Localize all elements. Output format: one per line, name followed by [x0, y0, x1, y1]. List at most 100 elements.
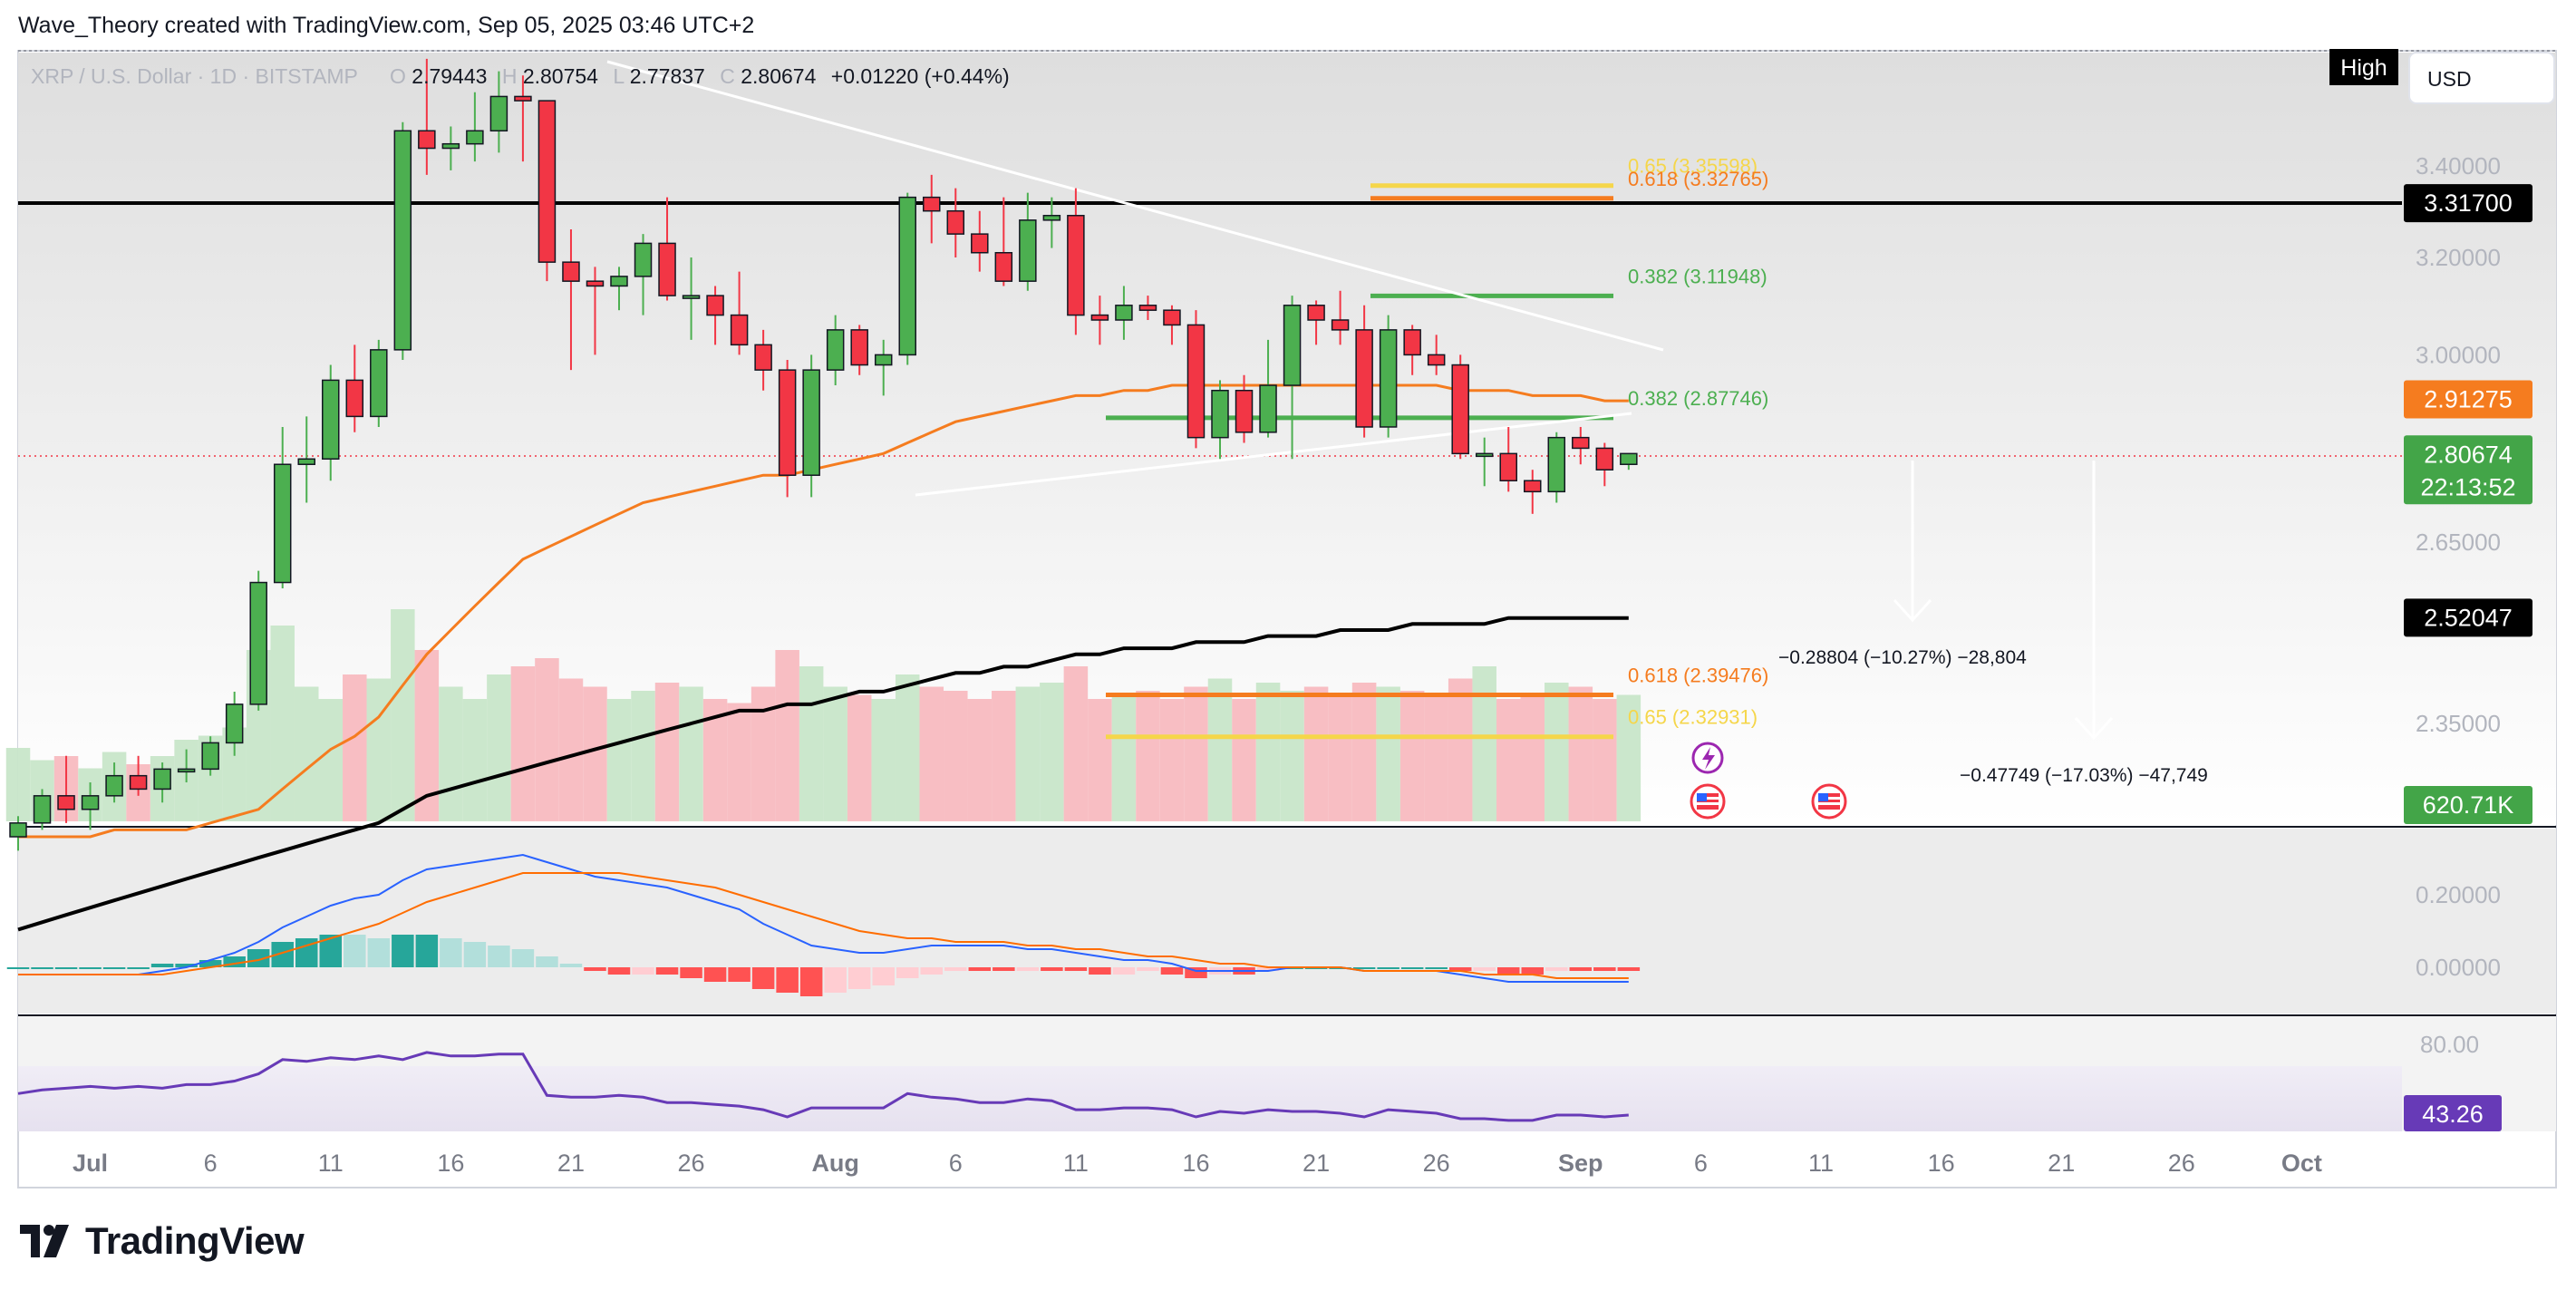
- candle[interactable]: [1475, 437, 1494, 487]
- price-badge[interactable]: 3.31700: [2404, 184, 2532, 223]
- candle[interactable]: [874, 339, 893, 396]
- candle[interactable]: [105, 762, 123, 803]
- candle[interactable]: [1403, 325, 1421, 375]
- candle[interactable]: [971, 210, 989, 272]
- candle[interactable]: [129, 755, 148, 796]
- candle[interactable]: [489, 71, 508, 153]
- candle[interactable]: [81, 782, 100, 830]
- candle[interactable]: [1427, 335, 1446, 375]
- candle[interactable]: [562, 229, 580, 371]
- candle[interactable]: [466, 92, 484, 162]
- price-badge[interactable]: 620.71K: [2404, 786, 2532, 824]
- candle[interactable]: [610, 267, 628, 311]
- svg-text:620.71K: 620.71K: [2423, 791, 2514, 819]
- time-axis[interactable]: Jul 6 11 16 21 26 Aug 6 11 16 21 26 Sep 6 11 16 21 26 Oct: [73, 1150, 2322, 1177]
- candle[interactable]: [946, 188, 965, 257]
- candle[interactable]: [898, 192, 916, 365]
- candle[interactable]: [1595, 442, 1614, 487]
- candle[interactable]: [537, 100, 557, 282]
- volume-bar: [1280, 691, 1304, 821]
- candle[interactable]: [1331, 290, 1350, 345]
- high-button[interactable]: High: [2329, 49, 2398, 85]
- candle[interactable]: [33, 789, 52, 830]
- candle[interactable]: [1355, 305, 1373, 438]
- candle[interactable]: [1499, 426, 1517, 492]
- candle[interactable]: [730, 271, 749, 355]
- candle[interactable]: [1186, 310, 1206, 449]
- rsi-badge[interactable]: 43.26: [2404, 1095, 2502, 1131]
- descending-trendline[interactable]: [606, 60, 1664, 352]
- volume-bar: [1399, 691, 1425, 821]
- candle[interactable]: [994, 197, 1013, 286]
- candle[interactable]: [322, 364, 340, 481]
- candle[interactable]: [754, 329, 772, 391]
- candle[interactable]: [345, 344, 364, 432]
- candle[interactable]: [658, 197, 676, 301]
- price-badge[interactable]: 2.80674 22:13:52: [2404, 435, 2532, 505]
- candle[interactable]: [273, 426, 292, 588]
- candle[interactable]: [9, 816, 27, 851]
- measure-label-1: −0.28804 (−10.27%) −28,804: [1778, 647, 2027, 668]
- candle[interactable]: [1090, 296, 1109, 345]
- candle[interactable]: [634, 234, 653, 315]
- flag-us-icon[interactable]: [1690, 783, 1726, 820]
- rsi-line[interactable]: [17, 1051, 1629, 1122]
- candle[interactable]: [1451, 354, 1469, 460]
- candle[interactable]: [1307, 300, 1325, 345]
- candle[interactable]: [177, 749, 196, 783]
- candle[interactable]: [1115, 286, 1133, 340]
- candle[interactable]: [923, 174, 941, 244]
- candle[interactable]: [1572, 426, 1590, 465]
- candle[interactable]: [1620, 452, 1638, 471]
- candle[interactable]: [1379, 315, 1398, 438]
- candle[interactable]: [682, 257, 701, 340]
- candle[interactable]: [57, 755, 75, 823]
- candle[interactable]: [441, 126, 460, 170]
- flag-us-icon[interactable]: [1811, 783, 1847, 820]
- candle[interactable]: [850, 325, 868, 375]
- candle[interactable]: [1235, 374, 1254, 443]
- macd-histogram-bar: [1425, 967, 1448, 969]
- candle[interactable]: [153, 762, 171, 803]
- candle[interactable]: [1067, 188, 1085, 335]
- candle[interactable]: [514, 75, 532, 162]
- candle[interactable]: [802, 354, 820, 498]
- candle[interactable]: [1019, 192, 1037, 291]
- candle[interactable]: [393, 121, 412, 360]
- tradingview-logo[interactable]: TradingView: [20, 1219, 305, 1263]
- macd-histogram-bar: [415, 935, 439, 967]
- svg-text:High: High: [2340, 55, 2387, 81]
- candle[interactable]: [201, 736, 219, 776]
- price-badge[interactable]: 2.91275: [2404, 380, 2532, 419]
- close-label: C: [720, 64, 735, 88]
- candle[interactable]: [418, 58, 436, 175]
- candle[interactable]: [249, 570, 267, 711]
- currency-button[interactable]: USD: [2408, 52, 2555, 104]
- candles[interactable]: [9, 58, 1638, 851]
- ema200-line[interactable]: [17, 616, 1629, 932]
- candle[interactable]: [706, 286, 724, 345]
- candle[interactable]: [826, 315, 845, 386]
- candle[interactable]: [297, 416, 315, 503]
- candle[interactable]: [225, 691, 244, 756]
- candle[interactable]: [1283, 296, 1302, 460]
- candle[interactable]: [370, 339, 388, 427]
- price-axis[interactable]: 3.40000 3.20000 3.00000 2.65000 2.35000 3.317…: [2404, 152, 2532, 1131]
- volume-bar: [294, 686, 319, 821]
- candle[interactable]: [1042, 197, 1061, 248]
- candle[interactable]: [1138, 296, 1157, 320]
- candle[interactable]: [1211, 380, 1229, 460]
- ascending-trendline[interactable]: [915, 412, 1632, 497]
- price-badge[interactable]: 2.52047: [2404, 598, 2532, 637]
- candle[interactable]: [1163, 305, 1181, 345]
- candle[interactable]: [586, 267, 605, 355]
- candle[interactable]: [778, 359, 797, 498]
- candle[interactable]: [1524, 470, 1542, 514]
- volume-bar: [366, 678, 392, 821]
- candle[interactable]: [1259, 339, 1277, 438]
- candle[interactable]: [1547, 432, 1566, 503]
- lightning-event-icon[interactable]: [1691, 742, 1724, 774]
- symbol-legend[interactable]: XRP / U.S. Dollar · 1D · BITSTAMP O 2.79…: [31, 64, 1010, 88]
- signal-line[interactable]: [18, 872, 1629, 979]
